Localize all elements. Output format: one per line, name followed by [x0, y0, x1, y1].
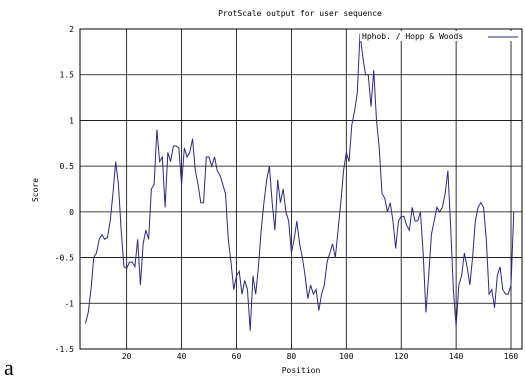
x-tick-label: 120	[394, 352, 409, 361]
y-tick-label: 2	[69, 25, 74, 34]
legend-label: Hphob. / Hopp & Woods	[362, 32, 463, 41]
x-tick-label: 100	[339, 352, 354, 361]
y-tick-label: -1.5	[55, 345, 74, 354]
y-axis-label: Score	[31, 178, 40, 202]
panel-label: a	[4, 355, 14, 378]
y-tick-label: 1	[69, 116, 74, 125]
x-tick-label: 20	[122, 352, 132, 361]
x-tick-label: 80	[287, 352, 297, 361]
legend-bg	[360, 31, 520, 41]
x-tick-label: 160	[504, 352, 519, 361]
x-axis-label: Position	[282, 366, 321, 375]
plot-area	[79, 28, 523, 350]
chart-title: ProtScale output for user sequence	[218, 9, 382, 18]
x-tick-label: 60	[232, 352, 242, 361]
y-tick-label: -1	[64, 299, 74, 308]
y-tick-label: 0	[69, 208, 74, 217]
y-tick-label: -0.5	[55, 254, 74, 263]
x-tick-label: 40	[177, 352, 187, 361]
data-line	[85, 33, 515, 331]
x-tick-label: 140	[449, 352, 464, 361]
y-tick-label: 0.5	[60, 162, 75, 171]
y-tick-label: 1.5	[60, 71, 75, 80]
